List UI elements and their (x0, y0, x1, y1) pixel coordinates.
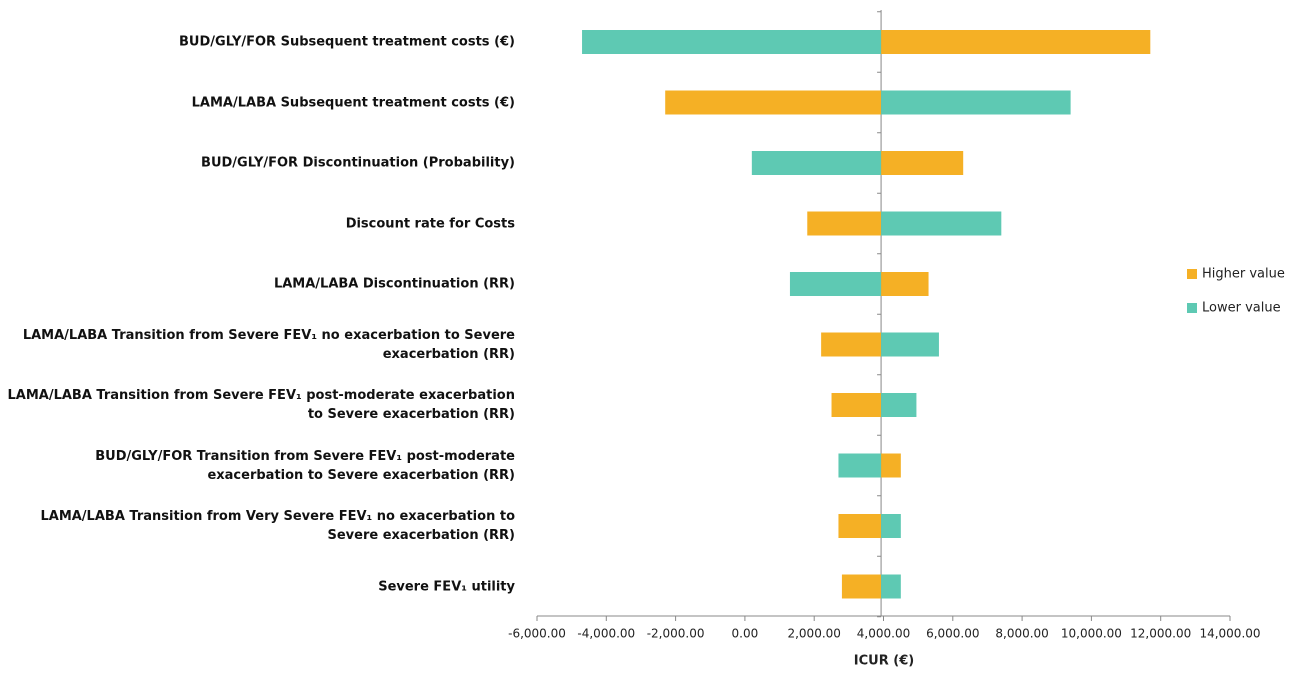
x-tick-label: 4,000.00 (857, 627, 910, 641)
category-label: LAMA/LABA Discontinuation (RR) (273, 276, 515, 292)
category-label: LAMA/LABA Transition from Very Severe FE… (40, 509, 515, 543)
x-tick-label: 12,000.00 (1130, 627, 1191, 641)
bar (582, 30, 882, 54)
bar (751, 151, 882, 175)
bar (881, 30, 1151, 54)
bar (881, 453, 901, 478)
category-label: BUD/GLY/FOR Subsequent treatment costs (… (179, 34, 515, 50)
x-tick-label: 6,000.00 (926, 627, 979, 641)
bar (881, 574, 901, 599)
category-label: Severe FEV₁ utility (378, 579, 515, 594)
bar (838, 453, 882, 478)
x-tick-label: -2,000.00 (647, 627, 705, 641)
category-label: Discount rate for Costs (345, 216, 515, 231)
bar (838, 514, 882, 538)
category-label: LAMA/LABA Subsequent treatment costs (€) (191, 95, 515, 110)
bar (807, 211, 882, 236)
legend-swatch (1187, 269, 1197, 279)
bar (881, 90, 1071, 115)
x-tick-label: 2,000.00 (787, 627, 840, 641)
bar (881, 272, 929, 296)
category-label: BUD/GLY/FOR Transition from Severe FEV₁ … (95, 448, 515, 483)
x-tick-label: 10,000.00 (1061, 627, 1122, 641)
bar (881, 332, 939, 357)
bar (789, 272, 882, 296)
bar (821, 332, 882, 357)
legend-label: Higher value (1202, 267, 1285, 282)
category-label: LAMA/LABA Transition from Severe FEV₁ po… (7, 388, 516, 422)
x-tick-label: -4,000.00 (577, 627, 635, 641)
x-axis-title: ICUR (€) (854, 654, 914, 669)
legend-swatch (1187, 303, 1197, 313)
category-label: BUD/GLY/FOR Discontinuation (Probability… (201, 155, 515, 171)
x-tick-label: 0.00 (732, 627, 759, 641)
bar (881, 151, 964, 175)
bar (665, 90, 882, 115)
category-label: LAMA/LABA Transition from Severe FEV₁ no… (22, 327, 515, 362)
x-tick-label: 14,000.00 (1199, 627, 1260, 641)
bar (841, 574, 882, 599)
bar (881, 514, 901, 538)
bar (881, 393, 917, 417)
x-tick-label: 8,000.00 (995, 627, 1048, 641)
x-tick-label: -6,000.00 (508, 627, 566, 641)
bar (881, 211, 1002, 236)
bar (831, 393, 882, 417)
legend-label: Lower value (1202, 301, 1281, 316)
